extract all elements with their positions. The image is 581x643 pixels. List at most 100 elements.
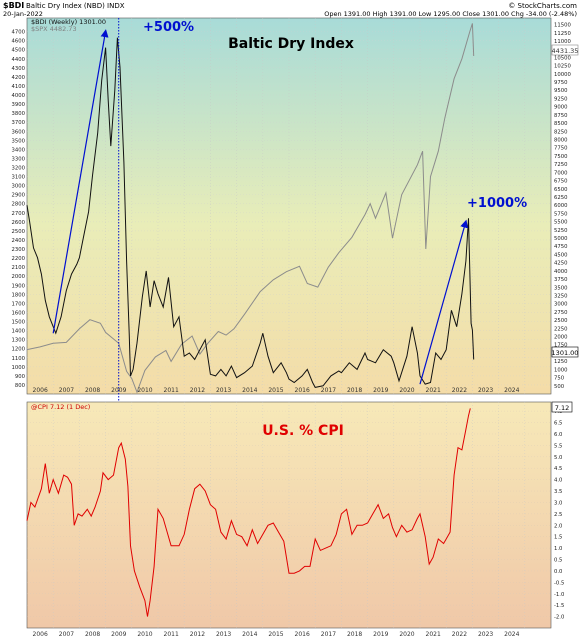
trend-arrow-2008	[52, 29, 109, 334]
spx-tick-label: 3700	[12, 120, 26, 126]
spx-tick-label: 900	[15, 374, 26, 380]
spx-tick-label: 1400	[12, 329, 26, 335]
bdi-x-tick-label: 2011	[164, 387, 179, 394]
spx-tick-label: 2200	[12, 256, 26, 262]
spx-tick-label: 1900	[12, 283, 26, 289]
cpi-x-tick-label: 2010	[137, 631, 152, 638]
bdi-tick-label: 2250	[554, 326, 568, 332]
bdi-tick-label: 8500	[554, 121, 568, 127]
gain-2021-label: +1000%	[467, 196, 527, 211]
header-date: 20-Jan-2022	[3, 10, 43, 18]
spx-tick-label: 4600	[12, 39, 26, 45]
cpi-tick-label: 2.0	[554, 523, 563, 529]
spx-tick-label: 800	[15, 383, 26, 389]
bdi-line	[26, 37, 475, 388]
spx-legend: $SPX 4482.73	[31, 25, 77, 33]
cpi-tick-label: 6.0	[554, 432, 563, 438]
bdi-tick-label: 5750	[554, 211, 568, 217]
bdi-tick-label: 11250	[554, 31, 571, 37]
bdi-tick-label: 3250	[554, 293, 568, 299]
bdi-tick-label: 4500	[554, 252, 568, 258]
bdi-tick-label: 9750	[554, 80, 568, 86]
bdi-tick-label: 7250	[554, 162, 568, 168]
cpi-x-tick-label: 2006	[33, 631, 48, 638]
bdi-tick-label: 500	[554, 384, 565, 390]
spx-tick-label: 2400	[12, 238, 26, 244]
cpi-tick-label: 3.5	[554, 489, 562, 495]
cpi-line	[26, 408, 471, 617]
bdi-panel-grid	[27, 18, 551, 394]
spx-tick-label: 2900	[12, 193, 26, 199]
bdi-x-tick-label: 2013	[216, 387, 231, 394]
bdi-x-tick-label: 2016	[295, 387, 310, 394]
header-name: Baltic Dry Index (NBD) INDX	[26, 2, 125, 10]
spx-tick-label: 2100	[12, 265, 26, 271]
spx-tick-label: 3300	[12, 156, 26, 162]
cpi-tick-label: -1.5	[554, 603, 564, 609]
bdi-tick-label: 1250	[554, 359, 568, 365]
bdi-tick-label: 4000	[554, 269, 568, 275]
cpi-tick-label: -1.0	[554, 592, 565, 598]
spx-tick-label: 1100	[12, 356, 26, 362]
cpi-x-tick-label: 2009	[111, 631, 126, 638]
spx-tick-label: 1600	[12, 310, 26, 316]
cpi-tick-label: 1.0	[554, 546, 563, 552]
spx-tick-label: 3900	[12, 102, 26, 108]
bdi-x-tick-label: 2006	[33, 387, 48, 394]
spx-tick-label: 3200	[12, 165, 26, 171]
cpi-tick-label: 6.5	[554, 421, 562, 427]
bdi-x-tick-label: 2018	[347, 387, 362, 394]
header-ohlc: Open 1391.00 High 1391.00 Low 1295.00 Cl…	[324, 10, 577, 18]
header-credit: © StockCharts.com	[508, 2, 577, 10]
spx-tick-label: 2800	[12, 202, 26, 208]
spx-tick-label: 1800	[12, 292, 26, 298]
cpi-legend: @CPI 7.12 (1 Dec)	[31, 403, 90, 411]
bdi-x-tick-label: 2017	[321, 387, 336, 394]
bdi-x-tick-label: 2007	[59, 387, 74, 394]
bdi-tick-label: 9250	[554, 96, 568, 102]
bdi-tick-label: 11500	[554, 23, 571, 29]
bdi-tick-label: 6000	[554, 203, 568, 209]
spx-tick-label: 4300	[12, 66, 26, 72]
bdi-tick-label: 11000	[554, 39, 571, 45]
bdi-tick-label: 2750	[554, 310, 568, 316]
bdi-tick-label: 4250	[554, 261, 568, 267]
cpi-x-tick-label: 2007	[59, 631, 74, 638]
spx-tick-label: 2500	[12, 229, 26, 235]
cpi-axis-ticks: -2.0 -1.5 -1.0 -0.5 0.0 0.5 1.0 1.5 2.0 2.5 3.0 3.5…	[554, 409, 565, 620]
cpi-x-tick-label: 2018	[347, 631, 362, 638]
bdi-tick-label: 5000	[554, 236, 568, 242]
bdi-tick-label: 7750	[554, 146, 568, 152]
spx-tick-label: 3800	[12, 111, 26, 117]
spx-tick-label: 3400	[12, 147, 26, 153]
cpi-x-tick-label: 2019	[373, 631, 388, 638]
bdi-tick-label: 10000	[554, 72, 571, 78]
spx-axis-ticks: 800 900 1000 1100 1200 1300 1400 1500 1600 1700 18…	[12, 30, 26, 389]
cpi-panel-series	[26, 408, 471, 617]
cpi-x-tick-label: 2021	[426, 631, 441, 638]
spx-line	[26, 23, 475, 394]
bdi-tick-label: 5500	[554, 220, 568, 226]
spx-tick-label: 3100	[12, 175, 26, 181]
spx-tick-label: 4000	[12, 93, 26, 99]
cpi-title: U.S. % CPI	[262, 423, 344, 439]
bdi-tick-label: 2500	[554, 318, 568, 324]
bdi-tick-label: 5250	[554, 228, 568, 234]
spx-last-value: 4431.35	[552, 47, 579, 55]
spx-tick-label: 1700	[12, 301, 26, 307]
bdi-x-tick-label: 2008	[85, 387, 100, 394]
cpi-x-tick-label: 2013	[216, 631, 231, 638]
spx-tick-label: 1200	[12, 347, 26, 353]
bdi-panel-x-ticks: 2006 2007 2008 2009 2010 2011 2012 2013 2014 2015…	[33, 387, 520, 394]
bdi-x-tick-label: 2012	[190, 387, 205, 394]
spx-tick-label: 2000	[12, 274, 26, 280]
cpi-x-tick-label: 2014	[242, 631, 257, 638]
bdi-x-tick-label: 2022	[452, 387, 467, 394]
bdi-tick-label: 3000	[554, 302, 568, 308]
cpi-tick-label: 3.0	[554, 500, 563, 506]
cpi-x-tick-label: 2017	[321, 631, 336, 638]
spx-tick-label: 4100	[12, 84, 26, 90]
bdi-tick-label: 6250	[554, 195, 568, 201]
bdi-x-tick-label: 2020	[399, 387, 414, 394]
